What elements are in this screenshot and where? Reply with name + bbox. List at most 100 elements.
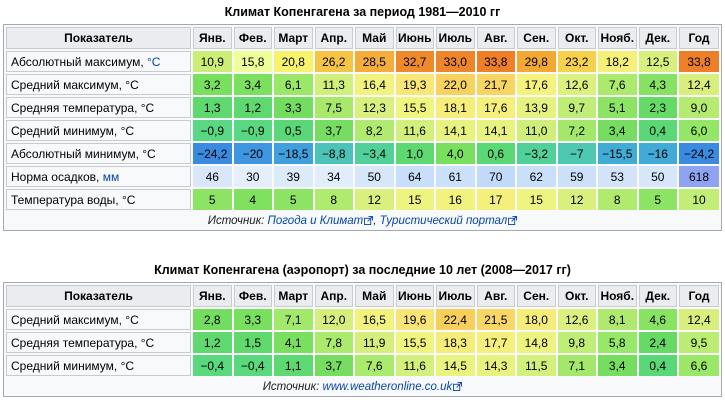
data-cell: 11,6 <box>395 355 434 376</box>
data-cell: 0,4 <box>638 120 677 141</box>
table-2-frame: Показатель Янв. Фев. Март Апр. Май Июнь Июль Авг… <box>3 282 722 397</box>
data-cell: 13,9 <box>517 97 556 118</box>
data-cell: 1,5 <box>233 332 272 353</box>
column-header: Авг. <box>476 27 515 49</box>
column-header: Июль <box>436 27 475 49</box>
table-1-source: Источник: Погода и Климат, Туристический… <box>4 212 721 230</box>
row-unit-link[interactable]: мм <box>102 169 120 184</box>
table-row: Средняя температура, °C 1,2 1,5 4,1 7,8 11,9 1… <box>6 332 719 353</box>
column-header: Март <box>274 285 313 307</box>
data-cell: 7,5 <box>314 97 353 118</box>
table-row: Норма осадков, мм 46 30 39 34 50 64 61 70 62 59 53 5… <box>6 166 719 187</box>
table-row: Абсолютный минимум, °C −24,2 −20 −18,5 −8,8−… <box>6 143 719 164</box>
data-cell: 2,8 <box>193 309 232 330</box>
column-header: Нояб. <box>598 27 637 49</box>
source-link-weatheronline[interactable]: www.weatheronline.co.uk <box>322 381 453 393</box>
data-cell: −24,2 <box>193 143 232 164</box>
data-cell: −8,8 <box>314 143 353 164</box>
data-cell: 9,8 <box>557 332 596 353</box>
data-cell: 4,3 <box>638 74 677 95</box>
column-header: Окт. <box>557 285 596 307</box>
data-cell: 14,1 <box>436 120 475 141</box>
data-cell: 1,2 <box>193 332 232 353</box>
row-label: Средняя температура, °C <box>6 97 191 118</box>
data-cell: 11,9 <box>355 332 394 353</box>
climate-table-1: Показатель Янв. Фев. Март Апр. Май Июнь Июль Авг… <box>4 25 721 212</box>
external-link-icon <box>453 382 463 392</box>
row-label-text: Средний минимум, °C <box>11 358 135 373</box>
data-cell: 7,8 <box>314 332 353 353</box>
data-cell: 50 <box>355 166 394 187</box>
source-link-tourist-portal[interactable]: Туристический портал <box>379 215 508 227</box>
data-cell: 20,8 <box>274 51 313 72</box>
data-cell: 12,3 <box>355 97 394 118</box>
table-2-source: Источник: www.weatheronline.co.uk <box>4 378 721 396</box>
data-cell: 16,5 <box>355 309 394 330</box>
data-cell: 15,5 <box>395 332 434 353</box>
data-cell: −0,4 <box>233 355 272 376</box>
data-cell: 17 <box>476 189 515 210</box>
data-cell: 18,3 <box>436 332 475 353</box>
data-cell: 15,8 <box>233 51 272 72</box>
data-cell: 1,0 <box>395 143 434 164</box>
data-cell: 3,7 <box>314 120 353 141</box>
data-cell: 15,5 <box>395 97 434 118</box>
data-cell: 59 <box>557 166 596 187</box>
data-cell: 33,0 <box>436 51 475 72</box>
data-cell: 0,4 <box>638 355 677 376</box>
table-2-header-row: Показатель Янв. Фев. Март Апр. Май Июнь Июль Авг… <box>6 285 719 307</box>
column-header: Дек. <box>638 27 677 49</box>
column-header: Март <box>274 27 313 49</box>
data-cell: 21,5 <box>476 309 515 330</box>
table-1-header-row: Показатель Янв. Фев. Март Апр. Май Июнь Июль Авг… <box>6 27 719 49</box>
data-cell: 30 <box>233 166 272 187</box>
data-cell: 3,2 <box>193 74 232 95</box>
data-cell: 7,1 <box>557 355 596 376</box>
table-1-title: Климат Копенгагена за период 1981—2010 г… <box>224 5 501 19</box>
data-cell: 1,2 <box>233 97 272 118</box>
row-label-text: Средний максимум, °C <box>11 77 139 92</box>
data-cell: 3,4 <box>233 74 272 95</box>
source-label: Источник: <box>262 381 323 393</box>
data-cell: 0,5 <box>274 120 313 141</box>
data-cell: 11,0 <box>517 120 556 141</box>
data-cell: 618 <box>679 166 719 187</box>
data-cell: 10 <box>679 189 719 210</box>
row-label: Норма осадков, мм <box>6 166 191 187</box>
data-cell: 26,2 <box>314 51 353 72</box>
row-unit-link[interactable]: °C <box>147 54 161 69</box>
data-cell: 3,4 <box>598 120 637 141</box>
source-link-pogoda-i-klimat[interactable]: Погода и Климат <box>267 215 364 227</box>
source-label: Источник: <box>207 215 268 227</box>
external-link-icon <box>508 216 518 226</box>
data-cell: 33,8 <box>476 51 515 72</box>
data-cell: 18,1 <box>436 97 475 118</box>
data-cell: 4,0 <box>436 143 475 164</box>
column-header: Фев. <box>233 27 272 49</box>
data-cell: 22,0 <box>436 74 475 95</box>
climate-table-1981-2010: Климат Копенгагена за период 1981—2010 г… <box>3 0 722 231</box>
table-row: Абсолютный максимум, °C 10,9 15,8 20,8 26,2 2… <box>6 51 719 72</box>
column-header: Июнь <box>395 27 434 49</box>
data-cell: 8 <box>314 189 353 210</box>
data-cell: 12,6 <box>557 309 596 330</box>
data-cell: 8,1 <box>598 309 637 330</box>
row-label: Температура воды, °C <box>6 189 191 210</box>
column-header: Апр. <box>314 285 353 307</box>
data-cell: 18,2 <box>598 51 637 72</box>
row-label: Абсолютный максимум, °C <box>6 51 191 72</box>
data-cell: 17,6 <box>517 74 556 95</box>
data-cell: 3,3 <box>233 309 272 330</box>
data-cell: 50 <box>638 166 677 187</box>
data-cell: 53 <box>598 166 637 187</box>
data-cell: 62 <box>517 166 556 187</box>
data-cell: 32,7 <box>395 51 434 72</box>
table-1-frame: Показатель Янв. Фев. Март Апр. Май Июнь Июль Авг… <box>3 24 722 231</box>
data-cell: 15 <box>395 189 434 210</box>
data-cell: 1,1 <box>274 355 313 376</box>
data-cell: 12,5 <box>638 51 677 72</box>
row-label-text: Абсолютный максимум, <box>11 54 147 69</box>
data-cell: 14,3 <box>476 355 515 376</box>
data-cell: 14,8 <box>517 332 556 353</box>
data-cell: 5,1 <box>598 97 637 118</box>
